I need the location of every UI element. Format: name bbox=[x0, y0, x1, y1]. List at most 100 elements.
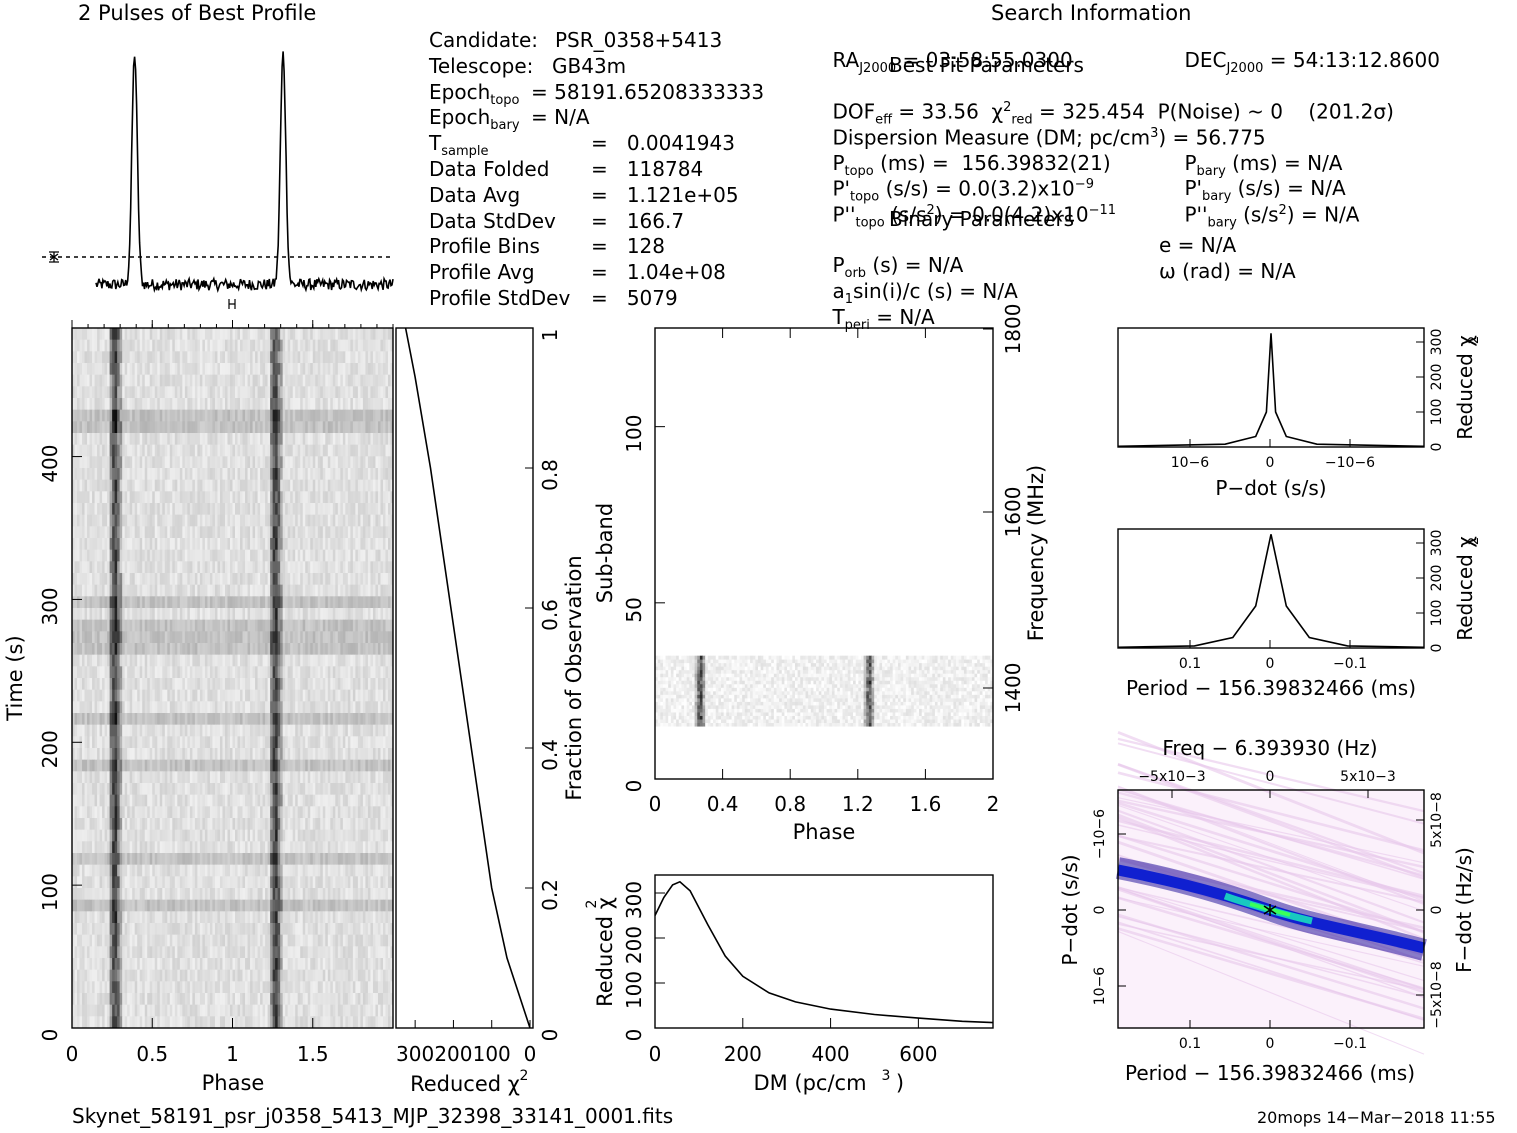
info-value: = 1.04e+08 bbox=[591, 260, 726, 285]
y2-tick-label: 1 bbox=[538, 329, 562, 342]
dm-frame bbox=[654, 874, 994, 1029]
info-label: Data Folded bbox=[429, 157, 550, 181]
info-value: = 5079 bbox=[591, 286, 678, 310]
info-left-row: Tsample bbox=[429, 133, 488, 158]
x-tick-label: 1.2 bbox=[842, 792, 874, 816]
info-left-row: Profile StdDev bbox=[429, 288, 570, 308]
binary-title: Binary Parameters bbox=[889, 207, 1075, 231]
y2-tick-label: 200 bbox=[1429, 364, 1445, 391]
info-label: Data Avg bbox=[429, 182, 521, 207]
tperi-row: Tperi = N/A bbox=[832, 305, 935, 333]
info-left-row: Epochbary bbox=[429, 107, 520, 132]
x-axis-label: Phase bbox=[202, 1071, 265, 1095]
ptopo-row: Ptopo (ms) = 156.39832(21) bbox=[832, 151, 1111, 179]
x-tick-label: 0 bbox=[649, 1042, 662, 1066]
y-tick-label: 200 bbox=[38, 730, 62, 768]
y-tick-label: 0 bbox=[1092, 906, 1108, 915]
x-axis-label: Period − 156.39832466 (ms) bbox=[1125, 1061, 1415, 1085]
y2-axis-label-sup: 2 bbox=[1467, 336, 1482, 344]
profile-series-line bbox=[95, 51, 394, 293]
info-value: PSR_0358+5413 bbox=[555, 28, 723, 52]
x2-tick-label: −5x10−3 bbox=[1138, 769, 1205, 785]
x-tick-label: 0.4 bbox=[707, 792, 739, 816]
y2-tick-label: 0.4 bbox=[538, 739, 562, 771]
x-axis-label: Phase bbox=[793, 820, 856, 844]
x-tick-label: −0.1 bbox=[1333, 656, 1367, 672]
info-left-row: Epochtopo bbox=[429, 82, 520, 107]
mark-icon bbox=[228, 299, 236, 309]
x-tick-label: 400 bbox=[811, 1042, 849, 1066]
y-tick-label: 300 bbox=[622, 881, 646, 919]
x-tick-label: 300 bbox=[396, 1042, 434, 1066]
x-tick-label: 200 bbox=[724, 1042, 762, 1066]
info-label: Telescope: bbox=[429, 53, 534, 78]
ra-row: RAJ2000 = 03:58:55.0300 bbox=[832, 48, 1073, 76]
x-tick-label: 0.8 bbox=[774, 792, 806, 816]
x-tick-label: 200 bbox=[434, 1042, 472, 1066]
x-tick-label: 0 bbox=[524, 1042, 537, 1066]
dof-row: DOFeff = 33.56 χ2red = 325.454 P(Noise) … bbox=[832, 99, 1394, 128]
y-axis-label-sup: 2 bbox=[584, 900, 600, 909]
y-tick-label: 300 bbox=[38, 587, 62, 625]
y-axis-label: Sub-band bbox=[593, 503, 617, 603]
pbary-row: Pbary (ms) = N/A bbox=[1184, 151, 1343, 179]
y2-tick-label: 100 bbox=[1429, 600, 1445, 627]
pdtopo-row: P'topo (s/s) = 0.0(3.2)x10−9 bbox=[832, 176, 1094, 205]
dm-series-line bbox=[654, 880, 994, 1024]
info-left-row: Data StdDev bbox=[429, 211, 556, 231]
y2-tick-label: −5x10−8 bbox=[1429, 961, 1445, 1028]
info-left-row: Data Avg bbox=[429, 185, 520, 205]
y-tick-label: 0 bbox=[622, 780, 646, 793]
x-tick-label: 0 bbox=[1266, 455, 1275, 471]
period-frame bbox=[1117, 528, 1425, 649]
x-tick-label: −10−6 bbox=[1325, 455, 1375, 471]
y2-tick-label: 100 bbox=[1429, 399, 1445, 426]
subband-image bbox=[655, 655, 994, 727]
y2-tick-label: 300 bbox=[1429, 530, 1445, 557]
info-value: = 1.121e+05 bbox=[591, 182, 739, 207]
chi-frac-frame bbox=[395, 327, 534, 1029]
x-axis-label: DM (pc/cm bbox=[753, 1071, 866, 1095]
info-label: T bbox=[429, 131, 442, 156]
info-label: Data StdDev bbox=[429, 208, 556, 233]
x-tick-label: 600 bbox=[899, 1042, 937, 1066]
x-tick-label: 1.6 bbox=[909, 792, 941, 816]
y-axis-label: Reduced χ bbox=[593, 897, 617, 1007]
x-tick-label: 0 bbox=[649, 792, 662, 816]
y-tick-label: 400 bbox=[38, 444, 62, 482]
chi-frac-series-line bbox=[404, 327, 531, 1029]
y2-axis-label: Reduced χ bbox=[1453, 335, 1477, 440]
y-axis-label: P−dot (s/s) bbox=[1058, 854, 1082, 965]
time-phase-image bbox=[72, 328, 394, 1029]
y2-tick-label: 0 bbox=[1429, 906, 1445, 915]
y2-axis-label: Fraction of Observation bbox=[562, 555, 586, 800]
info-value: = 166.7 bbox=[591, 208, 685, 233]
info-label: Profile StdDev bbox=[429, 286, 571, 310]
x-axis-label: Period − 156.39832466 (ms) bbox=[1126, 676, 1416, 700]
y2-tick-label: 1800 bbox=[1001, 304, 1025, 355]
info-label: Candidate: bbox=[429, 28, 538, 52]
x-tick-label: 0.1 bbox=[1179, 1036, 1201, 1052]
y2-axis-label: Reduced χ bbox=[1453, 536, 1477, 641]
y-tick-label: 200 bbox=[622, 926, 646, 964]
y2-axis-label: F−dot (Hz/s) bbox=[1452, 847, 1476, 973]
info-left-row: Profile Bins bbox=[429, 236, 540, 256]
x-axis-label-sup: 3 bbox=[882, 1068, 891, 1084]
x2-tick-label: 5x10−3 bbox=[1340, 769, 1396, 785]
x-tick-label: 0 bbox=[66, 1042, 79, 1066]
x-tick-label: 0.5 bbox=[136, 1042, 168, 1066]
info-label: Epoch bbox=[429, 105, 491, 130]
info-value: GB43m bbox=[552, 53, 627, 78]
y-axis-label: Time (s) bbox=[3, 635, 27, 721]
x-tick-label: 1 bbox=[226, 1042, 239, 1066]
info-value: = 0.0041943 bbox=[591, 131, 735, 156]
x-axis-label: P−dot (s/s) bbox=[1215, 476, 1326, 500]
info-label-sub: topo bbox=[490, 92, 520, 108]
x-tick-label: 2 bbox=[987, 792, 1000, 816]
profile-title: 2 Pulses of Best Profile bbox=[78, 1, 317, 25]
y2-axis-label-sup: 2 bbox=[1467, 537, 1482, 545]
y-tick-label: 50 bbox=[622, 597, 646, 622]
y2-tick-label: 300 bbox=[1429, 329, 1445, 356]
y2-tick-label: 0.6 bbox=[538, 599, 562, 631]
